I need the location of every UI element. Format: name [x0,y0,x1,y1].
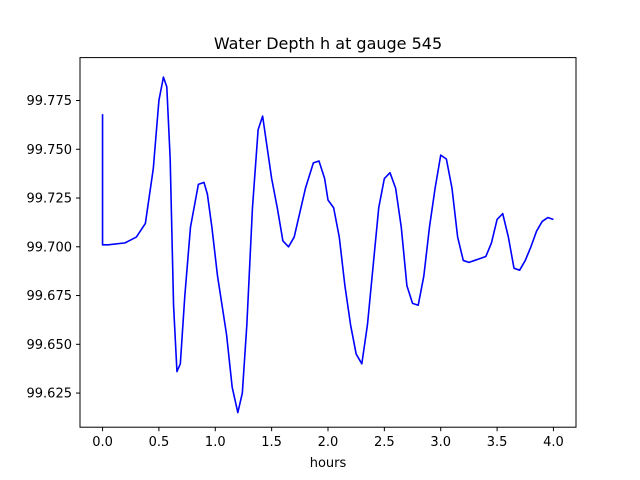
x-tick-label: 3.5 [487,435,508,450]
y-tick-label: 99.725 [27,192,73,207]
y-tick-label: 99.750 [27,143,73,158]
x-tick-label: 1.5 [261,435,282,450]
chart-title: Water Depth h at gauge 545 [214,34,442,53]
y-axis: 99.625 99.650 99.675 99.700 99.725 99.750 99.7… [27,94,80,402]
series-line-0 [101,76,554,414]
x-tick-label: 2.0 [318,435,339,450]
y-tick-label: 99.675 [27,289,73,304]
x-tick-label: 0.0 [92,435,113,450]
x-tick-label: 4.0 [543,435,564,450]
x-tick-label: 0.5 [149,435,170,450]
y-tick-label: 99.775 [27,94,73,109]
x-tick-label: 1.0 [205,435,226,450]
x-axis: 0.0 0.5 1.0 1.5 2.0 2.5 3.0 3.5 4.0 [92,427,564,450]
y-tick-label: 99.625 [27,387,73,402]
x-axis-label: hours [310,456,347,471]
y-tick-label: 99.650 [27,338,73,353]
y-tick-label: 99.700 [27,240,73,255]
series-layer [101,76,554,414]
x-tick-label: 3.0 [430,435,451,450]
x-tick-label: 2.5 [374,435,395,450]
